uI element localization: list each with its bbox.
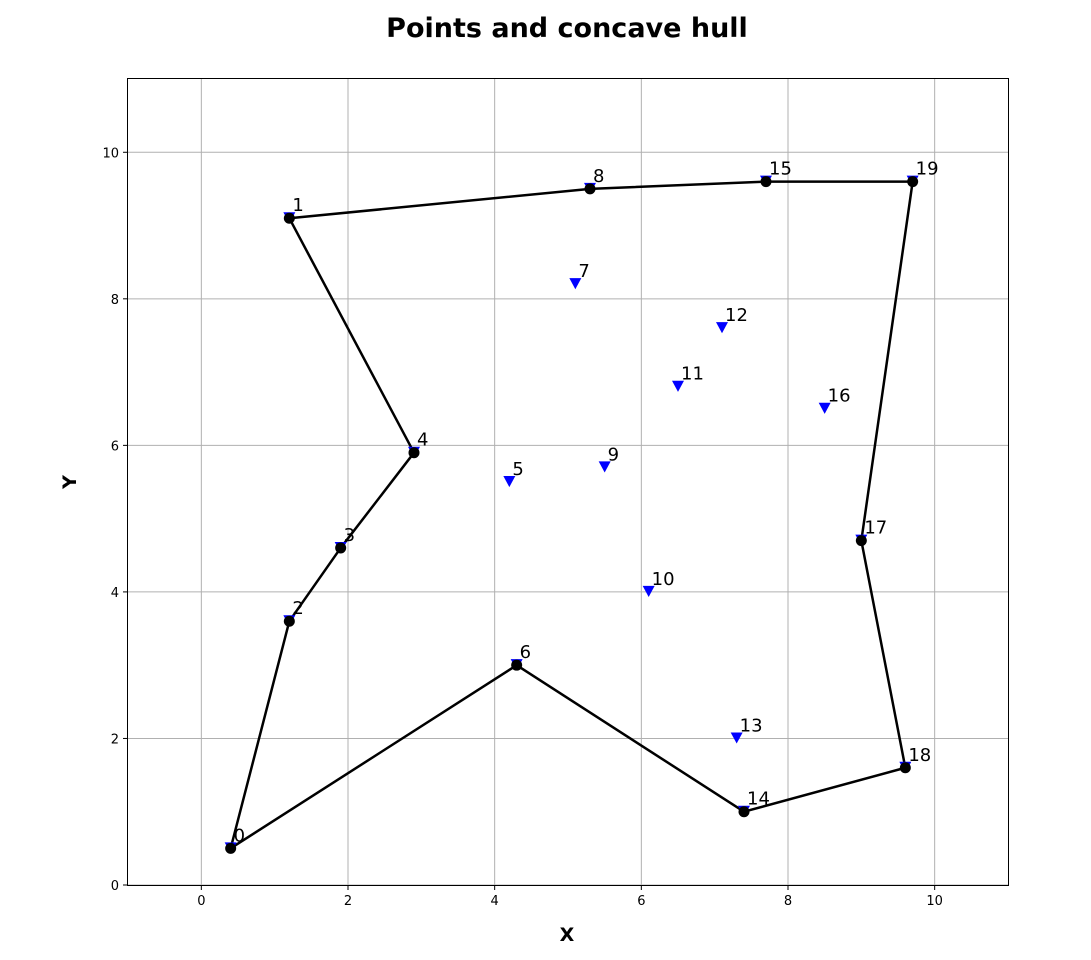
point-marker-12	[716, 322, 728, 334]
y-tick-label: 2	[111, 732, 119, 747]
chart-title: Points and concave hull	[386, 13, 748, 44]
point-marker-10	[642, 585, 655, 598]
x-tick-label: 0	[197, 894, 205, 909]
point-marker-11	[672, 380, 684, 392]
x-tick-label: 2	[344, 894, 352, 909]
x-tick-label: 8	[784, 894, 792, 909]
x-tick-label: 10	[926, 894, 943, 909]
point-label-12: 12	[725, 305, 748, 326]
y-tick-label: 0	[111, 879, 119, 894]
hull-vertex-4	[408, 447, 420, 459]
point-label-8: 8	[593, 166, 604, 187]
point-label-15: 15	[769, 159, 792, 180]
point-label-5: 5	[512, 459, 523, 480]
point-label-19: 19	[916, 159, 939, 180]
x-axis-label: X	[560, 924, 575, 946]
hull-vertex-18	[899, 762, 911, 774]
point-marker-7	[569, 278, 582, 290]
point-marker-9	[598, 461, 611, 473]
point-label-16: 16	[828, 386, 851, 407]
point-label-9: 9	[608, 444, 619, 465]
point-label-18: 18	[908, 745, 931, 766]
y-tick-label: 10	[102, 146, 119, 161]
points-layer	[224, 175, 919, 854]
point-label-2: 2	[292, 598, 303, 619]
point-marker-13	[730, 732, 743, 744]
hull-vertex-19	[907, 176, 919, 188]
hull-vertex-2	[283, 615, 295, 627]
point-label-1: 1	[292, 195, 303, 216]
y-tick-label: 6	[111, 439, 119, 454]
point-label-3: 3	[344, 525, 355, 546]
point-label-17: 17	[864, 518, 887, 539]
hull-vertex-6	[511, 659, 523, 671]
point-marker-16	[818, 402, 831, 414]
point-label-14: 14	[747, 789, 770, 810]
hull-vertex-1	[283, 212, 295, 224]
point-marker-5	[503, 476, 516, 488]
point-label-6: 6	[520, 642, 531, 663]
y-tick-label: 4	[111, 586, 119, 601]
hull-vertex-8	[584, 183, 596, 195]
grid	[128, 79, 1008, 886]
hull-vertex-15	[760, 176, 772, 188]
point-label-4: 4	[417, 430, 428, 451]
point-label-10: 10	[652, 569, 675, 590]
y-tick-label: 8	[111, 293, 119, 308]
point-label-7: 7	[578, 261, 589, 282]
point-label-13: 13	[740, 715, 763, 736]
hull-vertex-17	[855, 535, 867, 547]
plot-frame	[127, 78, 1009, 886]
hull-vertex-3	[335, 542, 347, 554]
hull-vertex-14	[738, 806, 750, 818]
point-label-0: 0	[234, 825, 245, 846]
y-axis-label: Y	[59, 475, 81, 490]
x-tick-label: 4	[491, 894, 499, 909]
point-label-11: 11	[681, 364, 704, 385]
x-tick-label: 6	[637, 894, 645, 909]
hull-vertex-0	[225, 842, 237, 854]
